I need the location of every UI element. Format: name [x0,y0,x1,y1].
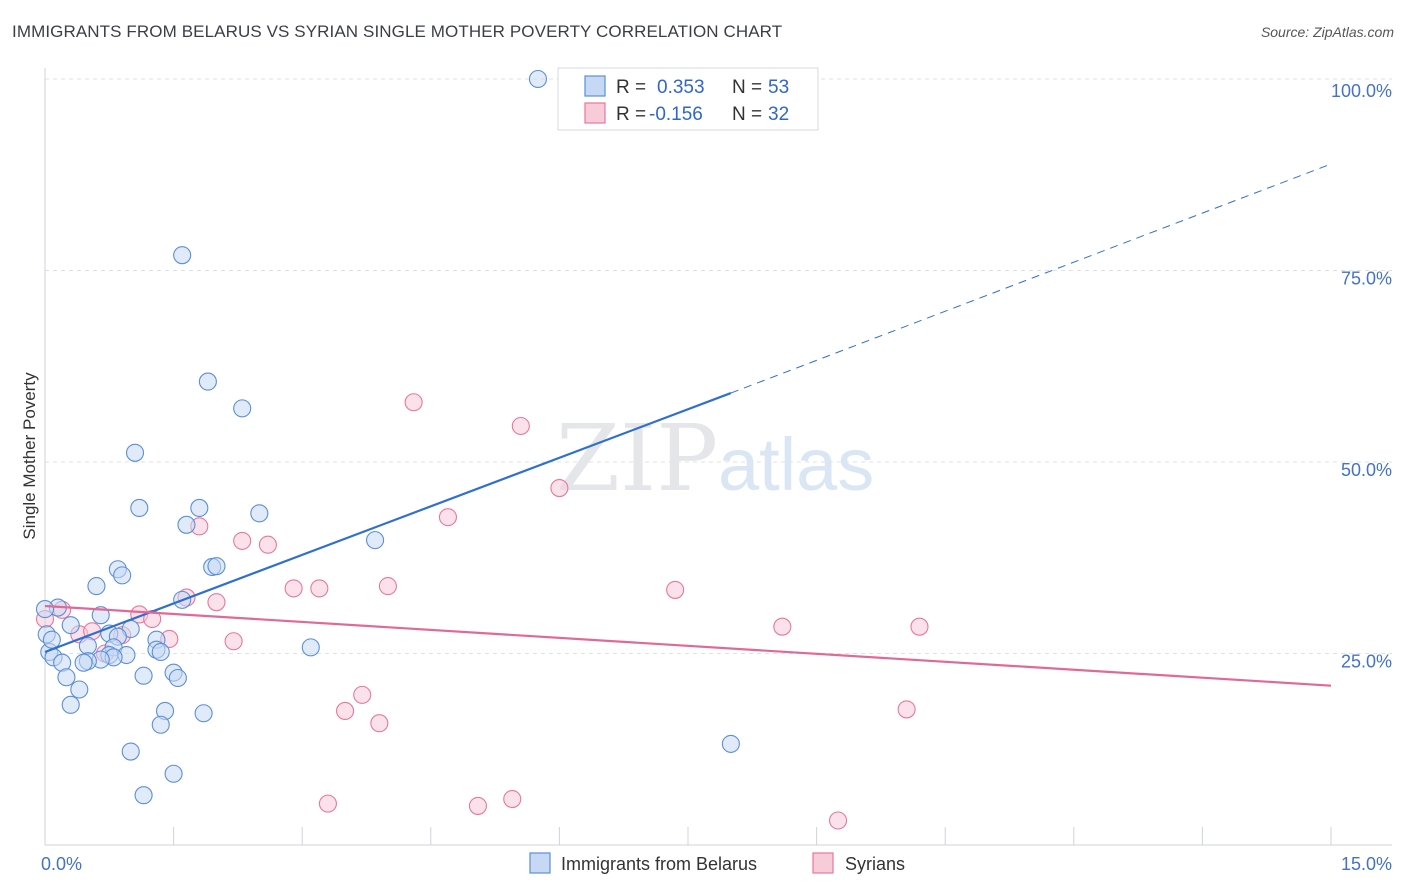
syrians-point [258,535,277,554]
belarus-point [57,668,76,687]
y-tick-label: 100.0% [1331,81,1392,101]
syrians-point [897,700,916,719]
syrians-point [353,685,372,704]
watermark-zip: ZIP [556,405,718,512]
legend-r-value-2: -0.156 [649,104,703,125]
legend-r-label-2: R = [616,104,646,125]
legend-n-value-1: 53 [768,77,789,98]
belarus-point [721,734,740,753]
x-tick-label: 0.0% [41,854,82,874]
legend-n-value-2: 32 [768,104,789,125]
belarus-point [113,566,132,585]
belarus-point [151,715,170,734]
legend-n-label-2: N = [732,104,762,125]
belarus-point [130,498,149,518]
stats-legend: R = 0.353 N = 53 R = -0.156 N = 32 [557,67,819,131]
syrians-point [773,617,792,636]
syrians-point [550,478,569,498]
belarus-point [134,786,153,805]
belarus-point [70,680,89,699]
series-legend: Immigrants from Belarus Syrians [529,852,905,874]
watermark: ZIP atlas [556,405,874,512]
legend-n-label-1: N = [732,77,762,98]
source-label: Source: ZipAtlas.com [1260,24,1394,40]
chart-title: IMMIGRANTS FROM BELARUS VS SYRIAN SINGLE… [12,22,783,41]
syrians-point [207,593,226,612]
syrians-point [336,701,355,721]
syrians-point [910,617,929,636]
belarus-point [78,636,97,655]
legend-r-value-1: 0.353 [657,77,705,98]
belarus-point [91,606,110,625]
belarus-point [61,695,80,714]
syrians-point [404,393,423,412]
belarus-point [528,69,548,89]
syrians-point [233,531,252,550]
belarus-point [301,638,320,657]
series-belarus [35,69,740,805]
belarus-point [74,653,93,672]
legend-swatch-belarus [584,75,606,97]
belarus-point [134,666,153,685]
syrians-point [503,789,522,809]
syrians-point [370,714,389,733]
bottom-legend-label-belarus: Immigrants from Belarus [561,854,757,874]
bottom-legend-label-syrians: Syrians [845,854,905,874]
belarus-point [198,372,217,391]
belarus-point [173,246,192,265]
belarus-point [366,531,385,550]
belarus-point [61,616,80,635]
series-syrians [35,393,929,830]
bottom-legend-swatch-syrians [812,852,834,874]
syrians-point [438,508,457,527]
x-tick-label: 15.0% [1341,854,1392,874]
legend-swatch-syrians [584,102,606,124]
syrians-point [378,577,397,596]
trend-layer [44,165,1332,687]
axis-layer: 25.0% 50.0% 75.0% 100.0% 0.0% 15.0% [41,68,1392,874]
y-tick-label: 25.0% [1341,652,1392,672]
syrians-point [284,579,303,598]
syrians-point [224,632,243,651]
belarus-point [121,742,140,761]
syrians-point [310,579,329,598]
syrians-point [468,796,488,815]
syrians-trendline [44,604,1332,687]
belarus-point [194,704,213,723]
belarus-point [250,504,269,523]
belarus-point [190,498,209,518]
watermark-atlas: atlas [718,423,874,506]
belarus-point [233,399,252,418]
bottom-legend-swatch-belarus [529,852,551,874]
y-axis-label: Single Mother Poverty [20,372,39,540]
belarus-point [151,642,170,662]
syrians-point [828,811,848,830]
syrians-point [666,580,685,599]
belarus-trendline-extension [730,165,1328,394]
grid-layer [45,78,1392,654]
belarus-point [35,600,55,619]
belarus-trendline [44,392,732,653]
y-tick-label: 75.0% [1341,269,1392,289]
belarus-point [177,515,196,534]
belarus-point [87,577,106,596]
belarus-point [207,557,226,576]
y-tick-label: 50.0% [1341,460,1392,480]
belarus-point [125,443,145,462]
belarus-point [42,630,61,649]
legend-r-label-1: R = [616,77,646,98]
belarus-point [168,668,187,688]
belarus-point [164,764,183,783]
syrians-point [511,416,530,436]
syrians-point [318,794,337,813]
